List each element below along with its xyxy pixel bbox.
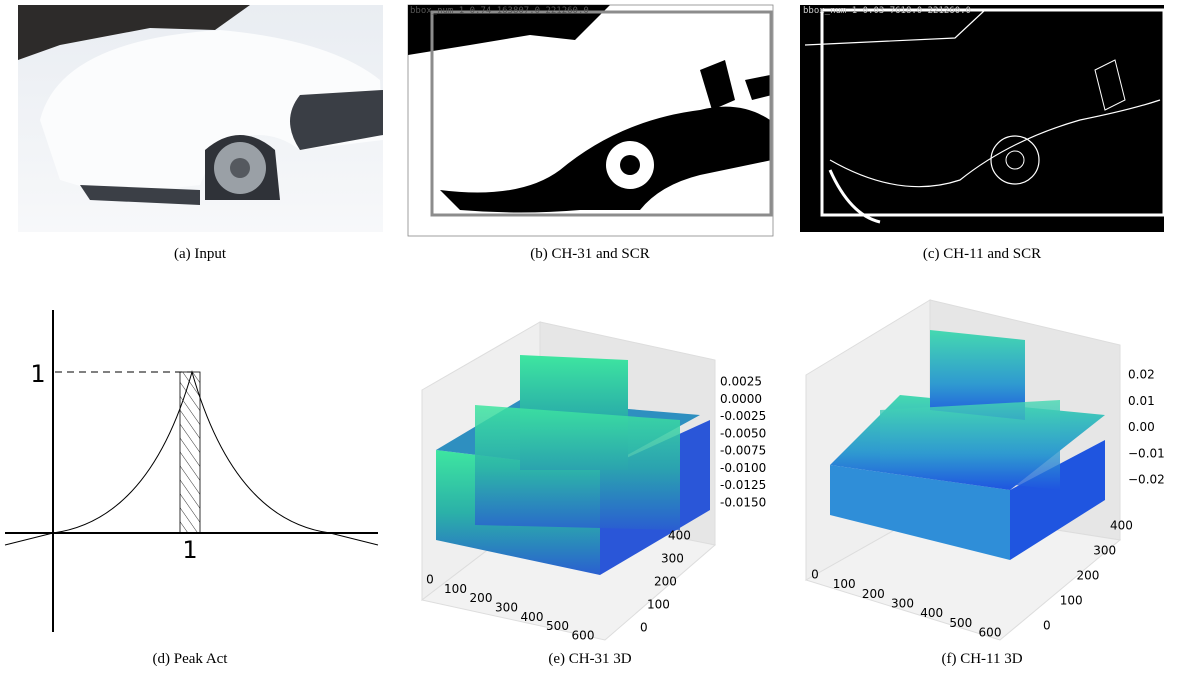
- y-tick-label: 400: [668, 529, 691, 543]
- z-tick-label: −0.01: [1128, 446, 1165, 460]
- z-tick-label: 0.0000: [720, 392, 762, 406]
- ch31-map: bbox_num 1 0.74 163807.0 221260.0: [408, 5, 773, 236]
- x-tick-label: 400: [521, 610, 544, 624]
- z-tick-label: −0.02: [1128, 473, 1165, 487]
- z-tick-label: -0.0100: [720, 461, 766, 475]
- x-tick-label: 500: [546, 619, 569, 633]
- figure: bbox_num 1 0.74 163807.0 221260.0 bbox_n…: [0, 0, 1177, 679]
- x-tick-label: 300: [495, 601, 518, 615]
- x-tick-label: 300: [891, 597, 914, 611]
- x-tick-label: 0: [426, 573, 434, 587]
- z-tick-label: -0.0025: [720, 409, 766, 423]
- z-tick-label: -0.0150: [720, 496, 766, 510]
- y-tick-label: 200: [1077, 569, 1100, 583]
- x-tick-label: 200: [862, 587, 885, 601]
- caption: (c) CH-11 and SCR: [923, 246, 1041, 262]
- y-tick-label: 100: [1060, 594, 1083, 608]
- y-tick-label: 0: [640, 621, 648, 635]
- z-tick-label: -0.0050: [720, 426, 766, 440]
- x-tick-label: 100: [833, 577, 856, 591]
- y-tick-label: 100: [647, 598, 670, 612]
- peak-diagram: 1 1: [5, 310, 378, 632]
- z-tick-label: 0.00: [1128, 420, 1155, 434]
- x-tick-label: 100: [444, 582, 467, 596]
- y-tick-label: 0: [1043, 619, 1051, 633]
- x-label: 1: [182, 536, 197, 564]
- x-tick-label: 600: [979, 626, 1002, 640]
- z-tick-label: -0.0125: [720, 478, 766, 492]
- x-tick-label: 500: [949, 616, 972, 630]
- y-tick-label: 400: [1110, 519, 1133, 533]
- z-tick-label: 0.02: [1128, 368, 1155, 382]
- x-tick-label: 200: [470, 591, 493, 605]
- y-tick-label: 300: [661, 552, 684, 566]
- overlay-text: bbox_num 1 0.74 163807.0 221260.0: [410, 6, 589, 16]
- y-tick-label: 200: [654, 575, 677, 589]
- caption: (d) Peak Act: [153, 651, 229, 667]
- caption: (f) CH-11 3D: [941, 651, 1022, 667]
- caption: (e) CH-31 3D: [548, 651, 631, 667]
- input-image: [18, 5, 383, 232]
- x-tick-label: 400: [920, 606, 943, 620]
- x-tick-label: 600: [572, 629, 595, 643]
- caption: (b) CH-31 and SCR: [530, 246, 650, 262]
- caption: (a) Input: [174, 246, 227, 262]
- z-tick-label: 0.01: [1128, 394, 1155, 408]
- overlay-text: bbox_num 1 0.03 7618.0 221260.0: [803, 6, 971, 16]
- z-tick-label: 0.0025: [720, 375, 762, 389]
- x-tick-label: 0: [811, 568, 819, 582]
- ch11-map: bbox_num 1 0.03 7618.0 221260.0: [800, 5, 1164, 232]
- y-label: 1: [30, 360, 45, 388]
- z-tick-label: -0.0075: [720, 444, 766, 458]
- y-tick-label: 300: [1093, 544, 1116, 558]
